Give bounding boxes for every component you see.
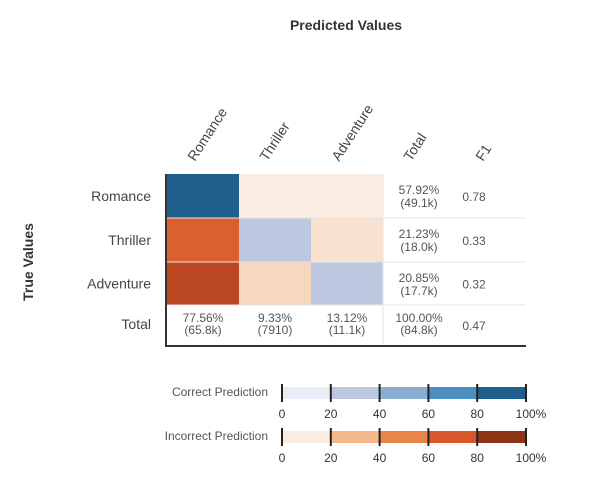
legend-tick-label: 60 xyxy=(422,407,436,421)
row-label-thriller: Thriller xyxy=(108,232,151,248)
column-total-count: (65.8k) xyxy=(184,323,221,337)
legend-tick-label: 80 xyxy=(471,451,485,465)
column-total-percent: 100.00% xyxy=(395,311,443,325)
matrix-grid: Romance Thriller Adventure Total F1 Romance 57… xyxy=(87,101,526,347)
matrix-cell-adventure-adventure xyxy=(311,262,383,305)
row-label-adventure: Adventure xyxy=(87,276,151,292)
row-label-romance: Romance xyxy=(91,188,151,204)
legend-swatch-orange xyxy=(282,431,331,443)
legend-swatch-orange xyxy=(379,431,429,443)
column-total-count: (84.8k) xyxy=(400,323,437,337)
column-total-count: (11.1k) xyxy=(329,323,365,337)
column-total-count: (7910) xyxy=(258,323,293,337)
legend-tick-label: 40 xyxy=(373,451,387,465)
row-label-total: Total xyxy=(121,316,151,332)
total-f1: 0.47 xyxy=(462,319,486,333)
chart-title: Predicted Values xyxy=(290,17,402,33)
legend-swatch-blue xyxy=(428,387,478,399)
column-header-total: Total xyxy=(400,130,430,164)
legend-tick-label: 0 xyxy=(279,407,286,421)
legend-tick-label: 100% xyxy=(516,407,547,421)
y-axis-title: True Values xyxy=(20,223,36,301)
legend-swatch-blue xyxy=(330,387,380,399)
column-header-thriller: Thriller xyxy=(256,119,293,164)
row-total-count: (18.0k) xyxy=(400,240,437,254)
column-total-percent: 77.56% xyxy=(183,311,224,325)
matrix-cell-romance-adventure xyxy=(311,174,383,218)
matrix-cell-adventure-romance xyxy=(167,262,239,305)
legend-swatch-blue xyxy=(379,387,429,399)
row-f1: 0.78 xyxy=(462,190,486,204)
legend-label-orange: Incorrect Prediction xyxy=(165,429,268,443)
legend-tick-label: 60 xyxy=(422,451,436,465)
color-legends: Correct Prediction 0 20 40 60 80 100% Incorrect… xyxy=(165,384,547,465)
legend-swatch-orange xyxy=(330,431,380,443)
column-header-romance: Romance xyxy=(184,104,230,163)
column-header-adventure: Adventure xyxy=(328,101,376,163)
legend-label-blue: Correct Prediction xyxy=(172,385,268,399)
row-total-percent: 57.92% xyxy=(399,183,440,197)
legend-swatch-orange xyxy=(428,431,478,443)
legend-swatch-blue xyxy=(477,387,526,399)
legend-tick-label: 20 xyxy=(324,451,338,465)
column-total-percent: 13.12% xyxy=(327,311,368,325)
row-total-percent: 21.23% xyxy=(399,227,440,241)
column-total-percent: 9.33% xyxy=(258,311,292,325)
column-header-f1: F1 xyxy=(472,141,494,164)
legend-tick-label: 40 xyxy=(373,407,387,421)
row-total-count: (17.7k) xyxy=(400,284,437,298)
matrix-cell-thriller-adventure xyxy=(311,218,383,262)
matrix-cell-romance-thriller xyxy=(239,174,311,218)
row-total-count: (49.1k) xyxy=(400,196,437,210)
legend-swatch-blue xyxy=(282,387,331,399)
row-f1: 0.33 xyxy=(462,234,486,248)
legend-tick-label: 80 xyxy=(471,407,485,421)
legend-swatch-orange xyxy=(477,431,526,443)
matrix-cell-thriller-romance xyxy=(167,218,239,262)
row-f1: 0.32 xyxy=(462,278,486,292)
matrix-cell-romance-romance xyxy=(167,174,239,218)
matrix-cell-adventure-thriller xyxy=(239,262,311,305)
legend-tick-label: 0 xyxy=(279,451,286,465)
legend-tick-label: 20 xyxy=(324,407,338,421)
row-total-percent: 20.85% xyxy=(399,271,440,285)
matrix-cell-thriller-thriller xyxy=(239,218,311,262)
legend-tick-label: 100% xyxy=(516,451,547,465)
